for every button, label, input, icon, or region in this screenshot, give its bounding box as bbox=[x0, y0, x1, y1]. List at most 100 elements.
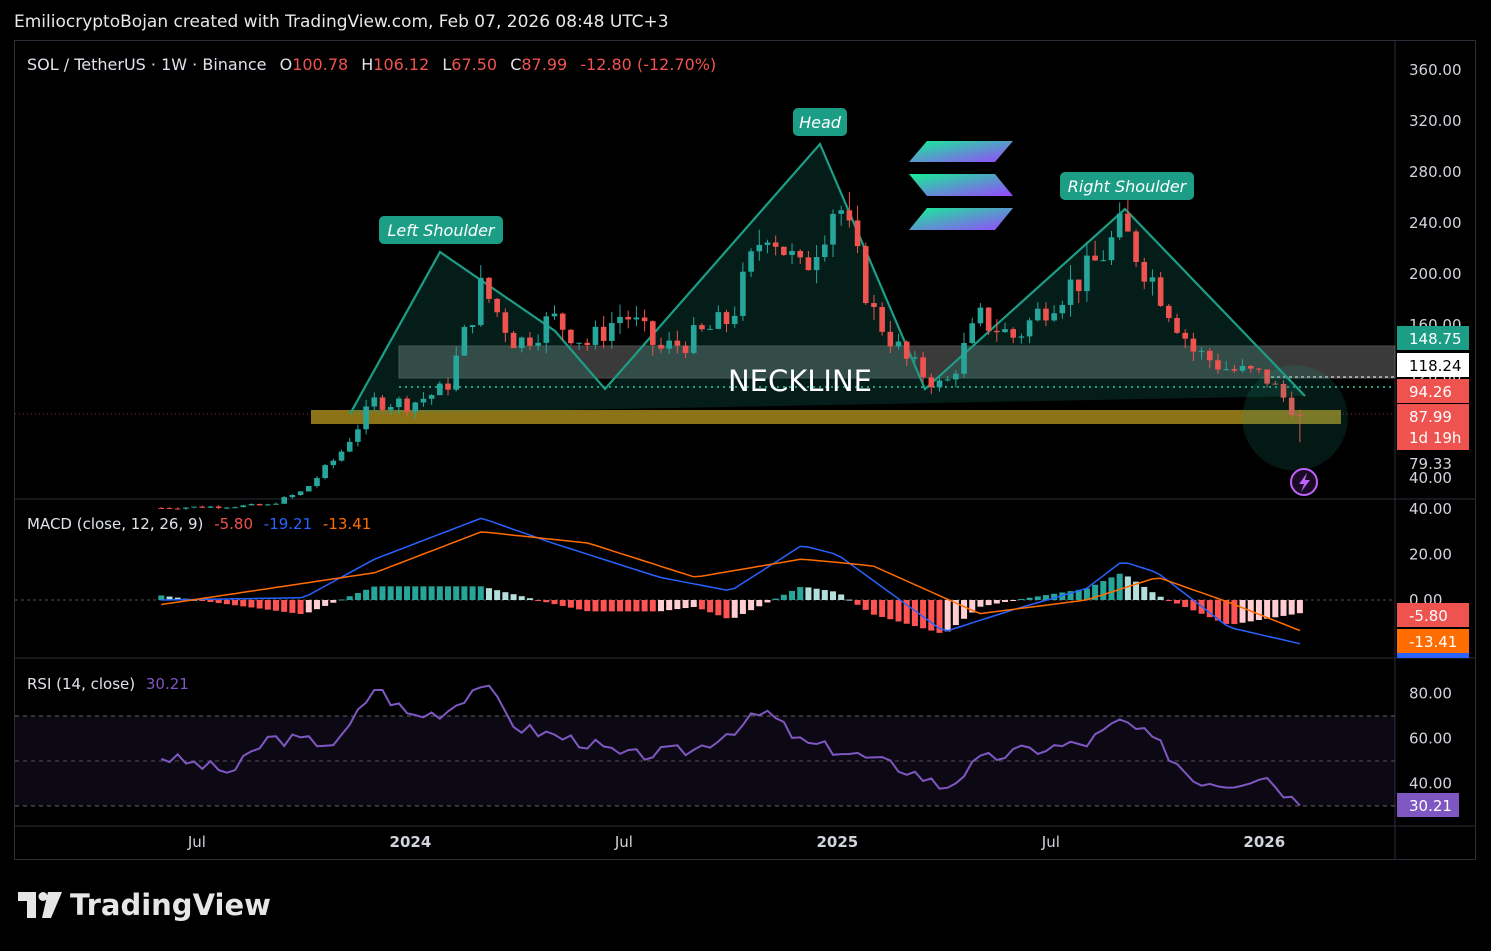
macd-histogram-bar[interactable] bbox=[273, 600, 280, 611]
candle[interactable] bbox=[1182, 329, 1189, 348]
candle[interactable] bbox=[240, 504, 247, 508]
candle[interactable] bbox=[1034, 302, 1041, 322]
macd-histogram-bar[interactable] bbox=[600, 600, 607, 612]
candle[interactable] bbox=[535, 334, 541, 351]
candle[interactable] bbox=[600, 315, 607, 349]
candle[interactable] bbox=[797, 249, 804, 264]
macd-histogram-bar[interactable] bbox=[1092, 584, 1099, 600]
macd-histogram-bar[interactable] bbox=[731, 600, 738, 618]
macd-histogram-bar[interactable] bbox=[1133, 581, 1140, 600]
candlestick-series[interactable] bbox=[158, 192, 1303, 510]
macd-line[interactable] bbox=[161, 517, 1301, 645]
candle[interactable] bbox=[879, 302, 885, 336]
candle[interactable] bbox=[445, 377, 451, 396]
macd-histogram-bar[interactable] bbox=[707, 600, 714, 613]
candle[interactable] bbox=[969, 317, 976, 344]
macd-histogram-bar[interactable] bbox=[928, 600, 935, 631]
macd-histogram-bar[interactable] bbox=[461, 586, 468, 600]
macd-histogram-bar[interactable] bbox=[772, 598, 779, 600]
candle[interactable] bbox=[396, 396, 402, 414]
candle[interactable] bbox=[1116, 202, 1123, 240]
macd-histogram-bar[interactable] bbox=[1255, 600, 1262, 621]
candle[interactable] bbox=[912, 351, 918, 363]
candle[interactable] bbox=[584, 338, 591, 351]
macd-histogram-bar[interactable] bbox=[379, 586, 386, 600]
candle[interactable] bbox=[469, 324, 476, 334]
candle[interactable] bbox=[1059, 300, 1066, 319]
candle[interactable] bbox=[1075, 279, 1082, 304]
candle[interactable] bbox=[887, 320, 894, 354]
candle[interactable] bbox=[494, 298, 500, 317]
candle[interactable] bbox=[846, 192, 853, 228]
candle[interactable] bbox=[838, 205, 844, 226]
macd-histogram-bar[interactable] bbox=[502, 592, 509, 600]
candle[interactable] bbox=[1125, 200, 1131, 232]
macd-histogram-bar[interactable] bbox=[592, 600, 599, 612]
candle[interactable] bbox=[355, 424, 361, 447]
candle[interactable] bbox=[936, 375, 943, 392]
candle[interactable] bbox=[379, 394, 386, 413]
candle[interactable] bbox=[568, 328, 574, 346]
candle[interactable] bbox=[289, 494, 296, 499]
candle[interactable] bbox=[1100, 250, 1107, 262]
macd-histogram-bar[interactable] bbox=[641, 600, 648, 612]
candle[interactable] bbox=[437, 381, 443, 396]
macd-histogram-bar[interactable] bbox=[682, 600, 689, 609]
candle[interactable] bbox=[756, 229, 763, 261]
macd-histogram-bar[interactable] bbox=[1042, 595, 1049, 600]
macd-histogram-bar[interactable] bbox=[723, 600, 730, 619]
macd-histogram-bar[interactable] bbox=[166, 596, 173, 600]
macd-histogram-bar[interactable] bbox=[813, 588, 820, 600]
candle[interactable] bbox=[617, 304, 623, 335]
candle[interactable] bbox=[1018, 333, 1025, 344]
candle[interactable] bbox=[805, 251, 812, 271]
macd-histogram-bar[interactable] bbox=[870, 600, 877, 615]
candle[interactable] bbox=[895, 333, 902, 350]
candle[interactable] bbox=[191, 506, 197, 509]
macd-histogram-bar[interactable] bbox=[453, 586, 460, 600]
macd-histogram-bar[interactable] bbox=[567, 600, 574, 608]
macd-histogram-bar[interactable] bbox=[617, 600, 624, 612]
candle[interactable] bbox=[363, 399, 369, 435]
macd-histogram-bar[interactable] bbox=[158, 595, 165, 600]
candle[interactable] bbox=[609, 311, 615, 349]
macd-histogram-bar[interactable] bbox=[608, 600, 615, 612]
candle[interactable] bbox=[1002, 322, 1008, 333]
candle[interactable] bbox=[715, 305, 722, 330]
candle[interactable] bbox=[1280, 380, 1287, 402]
candle[interactable] bbox=[690, 317, 697, 355]
macd-histogram-bar[interactable] bbox=[412, 586, 419, 600]
candle[interactable] bbox=[502, 308, 509, 343]
candle[interactable] bbox=[166, 507, 173, 510]
candle[interactable] bbox=[1141, 257, 1148, 290]
macd-histogram-bar[interactable] bbox=[1296, 600, 1303, 614]
head-label[interactable]: Head bbox=[793, 108, 847, 136]
candle[interactable] bbox=[518, 336, 525, 353]
macd-histogram-bar[interactable] bbox=[1051, 593, 1058, 600]
candle[interactable] bbox=[944, 375, 951, 382]
macd-histogram-bar[interactable] bbox=[256, 600, 263, 609]
macd-histogram-bar[interactable] bbox=[1223, 600, 1230, 624]
macd-histogram-bar[interactable] bbox=[395, 586, 402, 600]
macd-histogram-bar[interactable] bbox=[1214, 600, 1221, 621]
lightning-icon[interactable] bbox=[1290, 468, 1318, 496]
macd-histogram-bar[interactable] bbox=[1272, 600, 1279, 618]
head-and-shoulders-outline[interactable] bbox=[349, 141, 1306, 415]
candle[interactable] bbox=[183, 507, 189, 510]
macd-histogram-bar[interactable] bbox=[354, 593, 361, 600]
candle[interactable] bbox=[1223, 360, 1229, 371]
candle[interactable] bbox=[1157, 272, 1164, 307]
candle[interactable] bbox=[781, 246, 787, 256]
macd-histogram-bar[interactable] bbox=[764, 600, 771, 603]
macd-histogram-bar[interactable] bbox=[780, 594, 787, 600]
macd-histogram-bar[interactable] bbox=[977, 600, 984, 607]
candle[interactable] bbox=[1239, 359, 1246, 373]
macd-histogram-bar[interactable] bbox=[535, 600, 542, 601]
candle[interactable] bbox=[1288, 391, 1295, 418]
macd-histogram-bar[interactable] bbox=[297, 600, 304, 614]
candle[interactable] bbox=[977, 303, 984, 327]
candle[interactable] bbox=[461, 324, 468, 356]
macd-histogram-bar[interactable] bbox=[330, 600, 337, 603]
candle[interactable] bbox=[903, 340, 910, 366]
